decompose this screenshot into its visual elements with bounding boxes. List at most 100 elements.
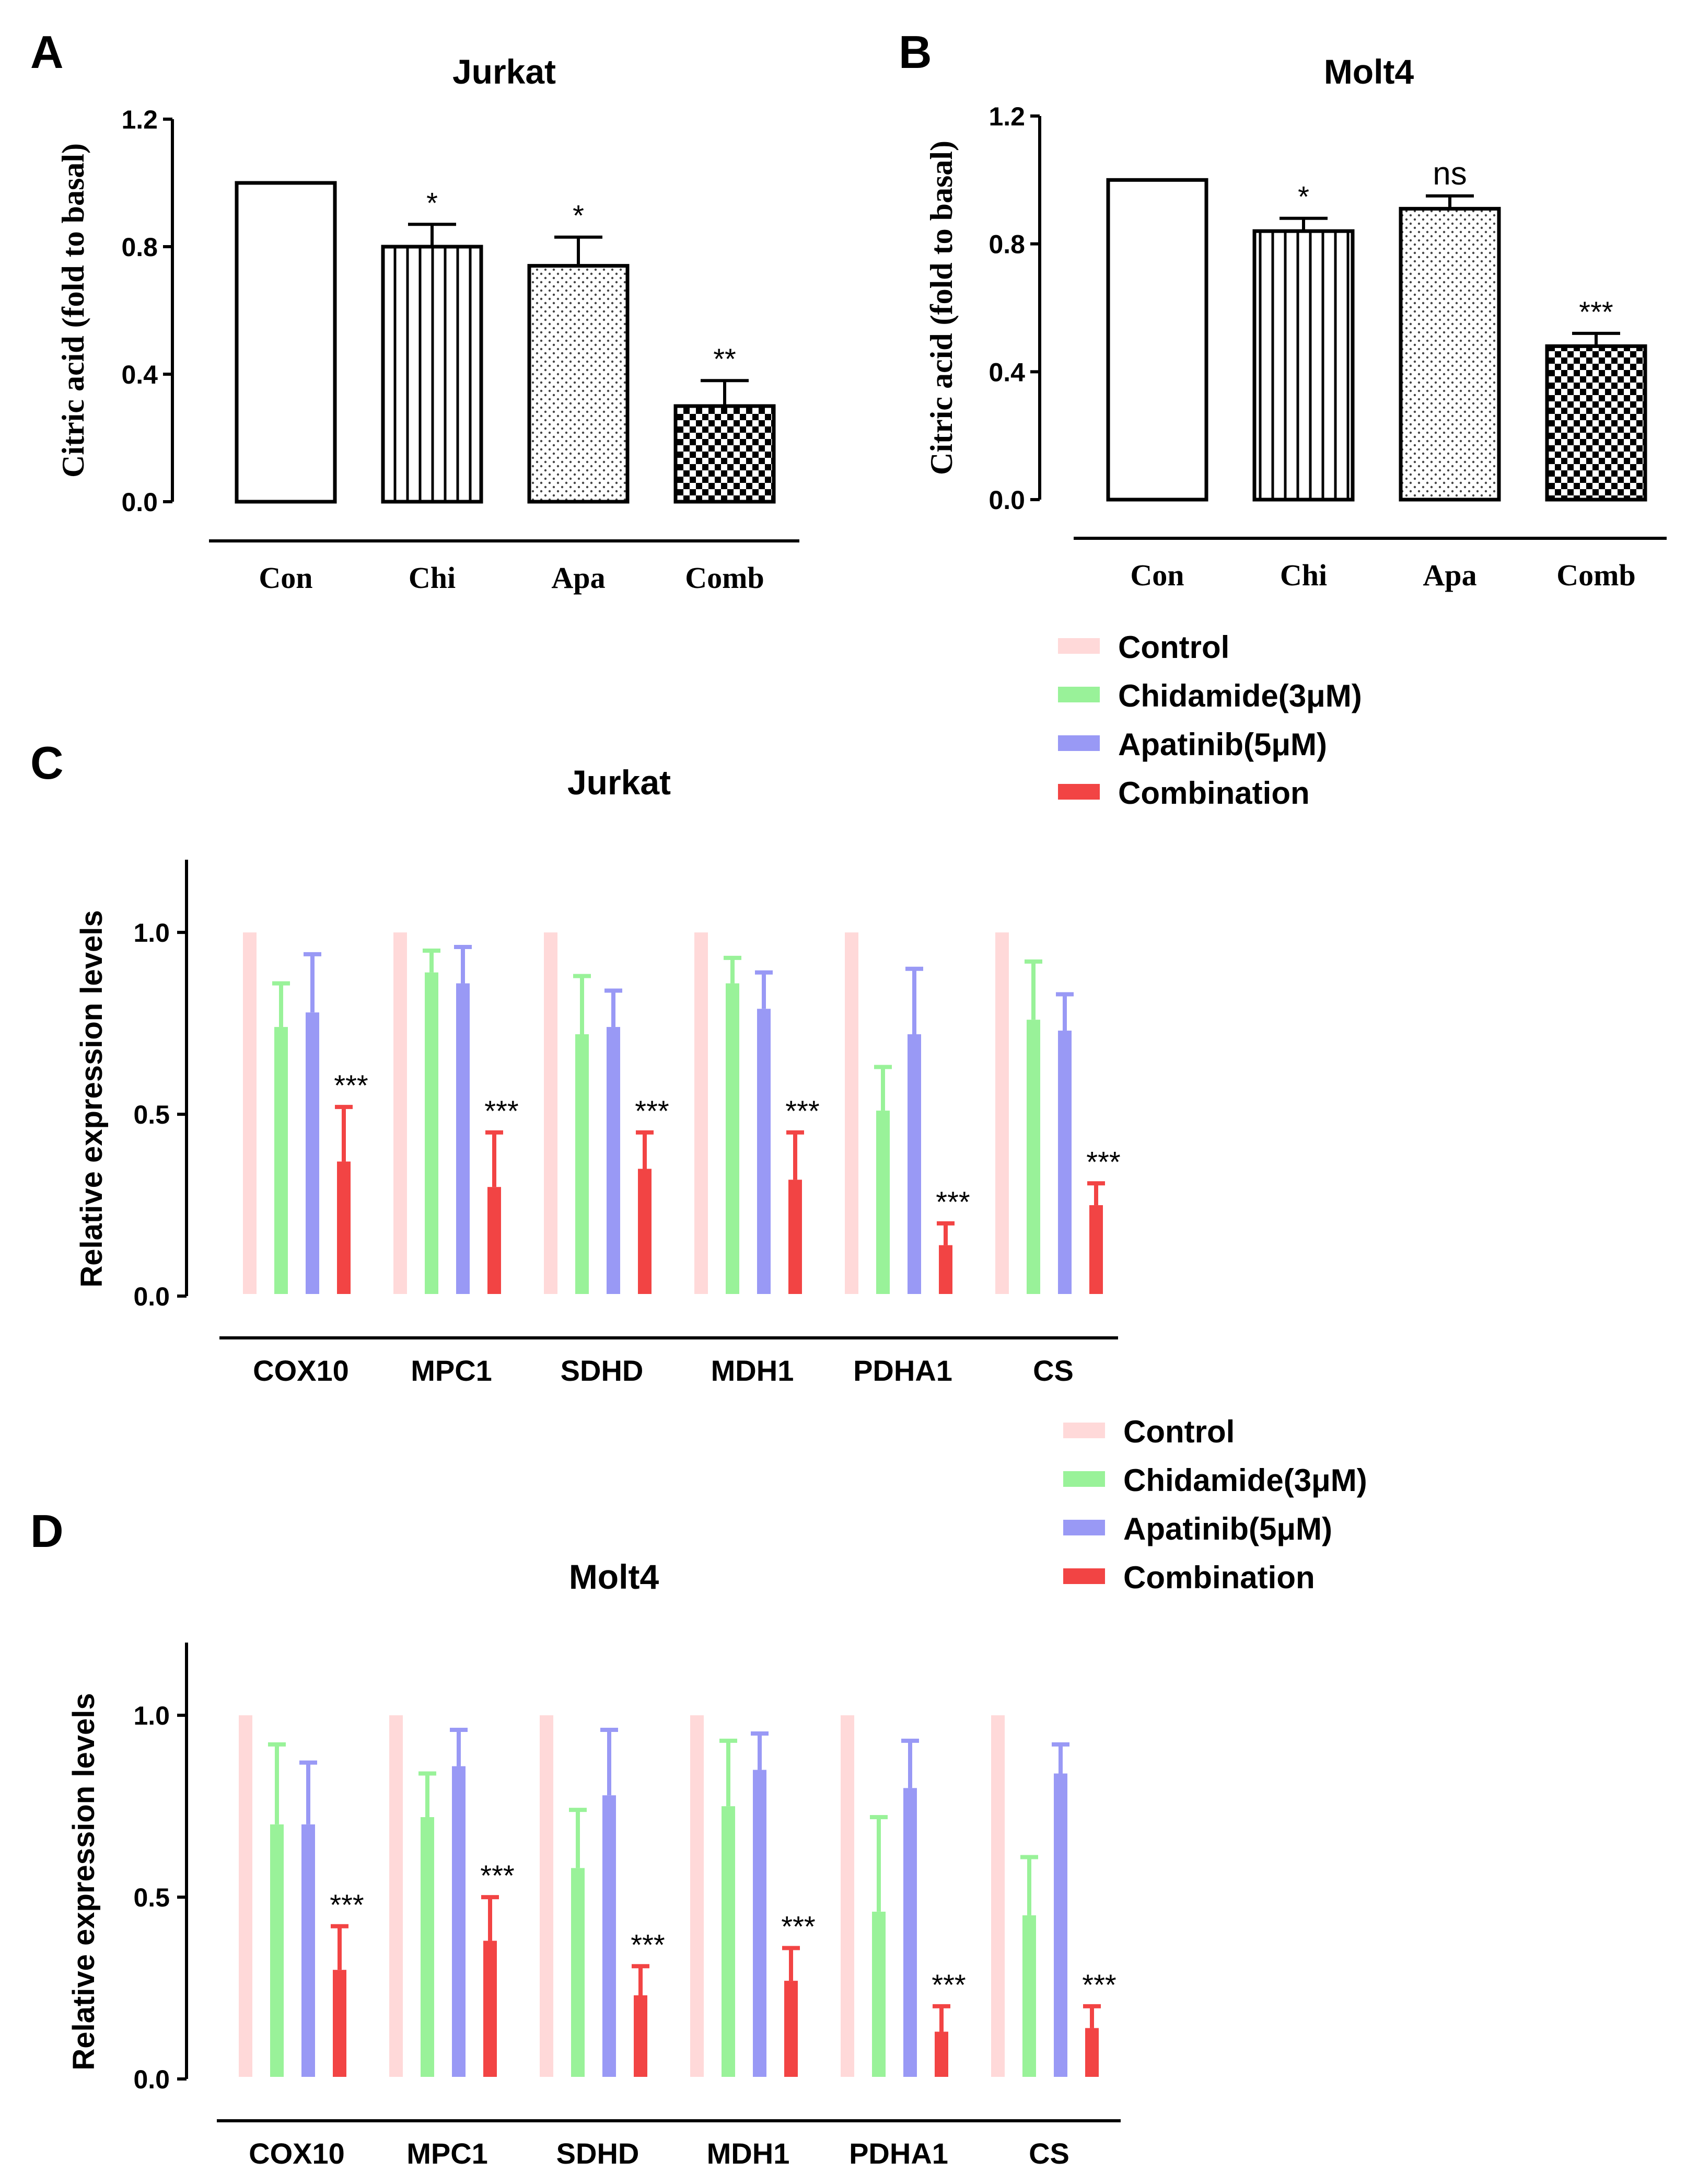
bar-mpc1-s2	[452, 1766, 466, 2077]
bar-mdh1-s2	[757, 1009, 771, 1294]
bar-pdha1-s1	[872, 1911, 886, 2077]
significance-label: ***	[785, 1094, 819, 1127]
bar-sdhd-s2	[607, 1027, 620, 1294]
bar-comb	[1545, 344, 1647, 502]
bar-mpc1-s1	[421, 1817, 434, 2077]
x-tick-label: Chi	[1280, 558, 1327, 592]
legend-label-3: Combination	[1118, 776, 1310, 811]
bar-cs-s2	[1054, 1773, 1067, 2077]
x-tick-label: MPC1	[411, 1354, 492, 1387]
legend-swatch-1	[1058, 687, 1100, 702]
legend-swatch-1	[1063, 1471, 1105, 1487]
bar-pdha1-s2	[903, 1788, 917, 2077]
bar-mpc1-s3	[483, 1940, 497, 2077]
bar-chi	[1252, 229, 1355, 502]
y-tick-label: 0.4	[121, 360, 158, 389]
bar-cs-s3	[1089, 1205, 1103, 1294]
bar-cox10-s1	[274, 1027, 288, 1294]
x-tick-label: MDH1	[707, 2137, 790, 2170]
bar-pdha1-s0	[841, 1715, 854, 2077]
y-tick-label: 0.0	[988, 486, 1025, 515]
bar-con	[1106, 178, 1208, 502]
significance-label: *	[426, 186, 438, 219]
legend-label-2: Apatinib(5μM)	[1123, 1511, 1332, 1546]
bar-mpc1-s0	[393, 932, 407, 1294]
bar-comb	[673, 404, 776, 504]
bar-cs-s3	[1085, 2028, 1099, 2077]
bar-sdhd-s1	[575, 1034, 589, 1294]
x-tick-label: SDHD	[561, 1354, 644, 1387]
bar-sdhd-s3	[634, 1995, 647, 2077]
x-tick-label: CS	[1029, 2137, 1069, 2170]
significance-label: *	[573, 199, 584, 232]
bar-mdh1-s1	[726, 983, 739, 1294]
y-tick-label: 0.8	[988, 230, 1025, 259]
y-axis-label: Citric acid (fold to basal)	[924, 141, 959, 475]
bar-apa	[1399, 206, 1501, 502]
significance-label: ***	[480, 1859, 514, 1892]
bar-cox10-s0	[239, 1715, 252, 2077]
bar-apa	[527, 264, 630, 504]
chart-c-jurkat-expression: Control Chidamide(3μM) Apatinib(5μM) Combin…	[75, 630, 1362, 1387]
panel-label-b: B	[899, 26, 932, 78]
bar-chi	[381, 245, 483, 504]
legend-label-1: Chidamide(3μM)	[1123, 1463, 1367, 1498]
legend-swatch-2	[1063, 1520, 1105, 1535]
y-tick-label: 0.4	[988, 357, 1025, 387]
x-tick-label: Con	[1130, 558, 1184, 592]
y-tick-label: 1.0	[133, 1701, 170, 1730]
significance-label: *	[1298, 180, 1309, 213]
legend-label-1: Chidamide(3μM)	[1118, 678, 1362, 713]
bar-pdha1-s2	[908, 1034, 921, 1294]
significance-label: ***	[932, 1968, 966, 2001]
y-tick-label: 1.2	[988, 102, 1025, 131]
bar-sdhd-s2	[602, 1795, 616, 2077]
bar-cs-s1	[1027, 1020, 1040, 1294]
x-tick-label: Chi	[409, 561, 456, 595]
chart-title: Molt4	[569, 1557, 659, 1596]
bar-mdh1-s3	[788, 1180, 802, 1294]
x-tick-label: Comb	[1556, 558, 1635, 592]
bar-pdha1-s3	[935, 2031, 948, 2077]
bar-cox10-s0	[243, 932, 257, 1294]
bar-sdhd-s0	[540, 1715, 553, 2077]
significance-label: ***	[1086, 1145, 1120, 1178]
panel-label-a: A	[30, 26, 64, 78]
legend-label-0: Control	[1118, 630, 1229, 665]
bar-mdh1-s0	[690, 1715, 704, 2077]
y-tick-label: 0.8	[121, 233, 158, 262]
y-axis-label: Citric acid (fold to basal)	[56, 143, 90, 478]
bar-mpc1-s3	[487, 1187, 501, 1294]
y-tick-label: 0.5	[133, 1100, 170, 1129]
x-tick-label: Apa	[1423, 558, 1476, 592]
bar-mdh1-s1	[722, 1806, 735, 2077]
y-tick-label: 0.5	[133, 1883, 170, 1912]
bar-cox10-s1	[270, 1824, 284, 2077]
x-tick-label: Apa	[551, 561, 605, 595]
chart-b-molt4-citric-acid: Molt4 0.0 0.4 0.8 1.2 Citric acid (fold to ba…	[924, 52, 1667, 592]
x-tick-label: Comb	[685, 561, 764, 595]
bar-cs-s1	[1022, 1915, 1036, 2077]
x-tick-label: COX10	[249, 2137, 345, 2170]
legend-swatch-0	[1063, 1423, 1105, 1438]
y-tick-label: 0.0	[133, 1282, 170, 1311]
x-tick-label: MDH1	[711, 1354, 794, 1387]
significance-label: ***	[484, 1094, 518, 1127]
y-axis-label: Relative expression levels	[67, 1693, 101, 2070]
legend-swatch-3	[1058, 784, 1100, 800]
bar-cs-s2	[1058, 1031, 1072, 1294]
x-tick-label: PDHA1	[853, 1354, 952, 1387]
legend-label-3: Combination	[1123, 1560, 1315, 1595]
bar-pdha1-s0	[845, 932, 858, 1294]
x-tick-label: SDHD	[556, 2137, 639, 2170]
panel-label-c: C	[30, 737, 64, 789]
bar-mpc1-s0	[389, 1715, 403, 2077]
bar-pdha1-s1	[876, 1111, 890, 1294]
bar-cox10-s2	[301, 1824, 315, 2077]
y-axis-label: Relative expression levels	[75, 910, 109, 1287]
chart-title: Jurkat	[567, 763, 671, 802]
significance-label: ***	[1579, 295, 1613, 328]
legend-label-0: Control	[1123, 1414, 1235, 1449]
legend-label-2: Apatinib(5μM)	[1118, 727, 1327, 762]
chart-d-molt4-expression: Control Chidamide(3μM) Apatinib(5μM) Combin…	[67, 1414, 1367, 2170]
